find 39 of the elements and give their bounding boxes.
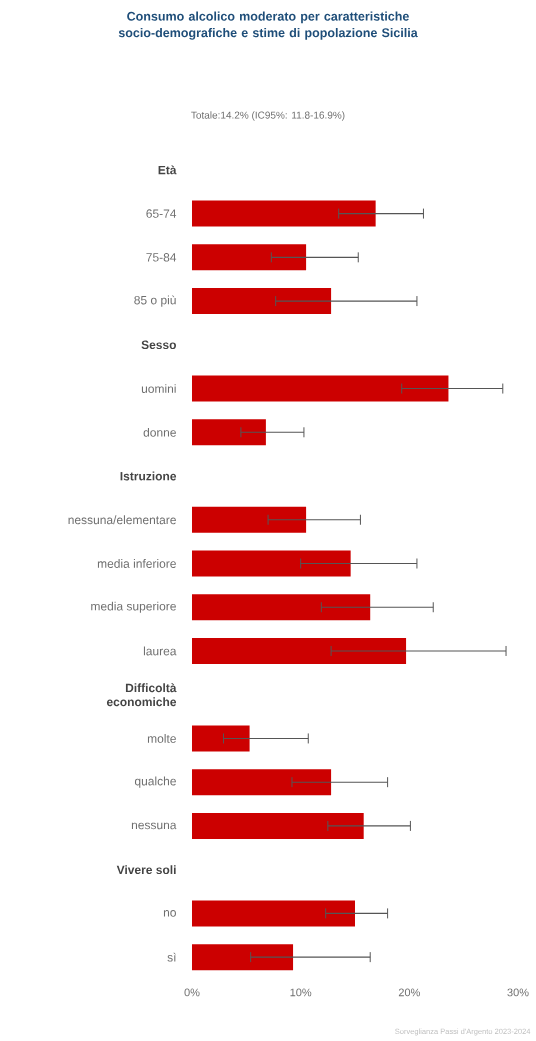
x-tick-label: 0% (184, 988, 200, 997)
y-tick-label: nessuna/elementare (68, 515, 176, 525)
y-tick-label: 85 o più (134, 295, 176, 307)
bar (192, 200, 376, 227)
bar (192, 550, 351, 577)
x-tick-label: 30% (507, 988, 529, 997)
bar (192, 944, 294, 971)
y-tick-label: nessuna (131, 822, 177, 830)
bar (192, 725, 250, 752)
x-tick-label: 20% (398, 988, 420, 997)
y-tick-label: 75-84 (146, 253, 177, 262)
y-tick-label: Difficoltà economiche (106, 683, 177, 707)
chart-title: Consumo alcolico moderato per caratteristiche socio-demografiche e stime di popolazione Sicilia (118, 11, 418, 40)
y-tick-label: Vivere soli (116, 865, 176, 875)
bar (192, 375, 449, 402)
y-tick-label: uomini (141, 384, 176, 393)
bar (192, 244, 307, 271)
bar (192, 769, 332, 796)
bar (192, 288, 332, 315)
bar (192, 900, 355, 927)
bar (192, 594, 371, 621)
y-tick-label: media superiore (91, 601, 176, 613)
bar (192, 419, 266, 446)
y-tick-label: sì (167, 952, 176, 962)
x-tick-label: 10% (290, 988, 312, 997)
bar (192, 812, 364, 839)
y-tick-label: laurea (143, 646, 177, 656)
y-tick-label: Sesso (141, 340, 176, 350)
y-tick-label: media inferiore (97, 559, 176, 568)
y-tick-label: donne (143, 427, 176, 437)
y-tick-label: no (163, 910, 176, 917)
y-tick-label: Istruzione (120, 471, 177, 481)
bar (192, 506, 307, 533)
y-tick-label: qualche (134, 776, 176, 788)
chart-subtitle: Totale:14.2% (IC95%: 11.8-16.9%) (191, 111, 345, 121)
y-tick-label: 65-74 (146, 209, 177, 218)
y-tick-label: molte (147, 734, 176, 743)
bar (192, 637, 407, 664)
y-tick-label: Età (158, 165, 177, 175)
